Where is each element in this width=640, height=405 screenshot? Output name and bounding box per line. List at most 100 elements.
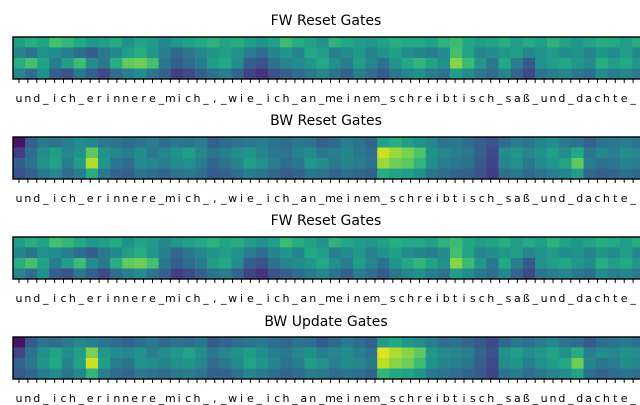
heatmap-cell — [231, 58, 244, 69]
heatmap-cell — [425, 337, 439, 348]
heatmap-cell — [231, 237, 244, 248]
heatmap-cell — [474, 137, 487, 148]
heatmap-cell — [304, 337, 317, 348]
heatmap-cell — [219, 158, 232, 169]
x-tick-label: m — [325, 192, 336, 205]
heatmap-cell — [316, 58, 329, 69]
x-tick-label: _ — [256, 392, 263, 405]
heatmap-cell — [450, 247, 463, 259]
heatmap-cell — [267, 158, 281, 169]
heatmap-cell — [401, 168, 414, 180]
x-tick-label: d — [558, 192, 565, 205]
x-tick-label: r — [417, 392, 422, 405]
heatmap-cell — [134, 68, 147, 80]
heatmap-cell — [365, 268, 378, 280]
x-tick-label: _ — [531, 392, 538, 405]
heatmap-cell — [243, 147, 257, 159]
heatmap-cell — [583, 268, 597, 280]
heatmap-cell — [25, 158, 38, 169]
heatmap-cell — [49, 37, 62, 48]
heatmap-cell — [316, 247, 329, 259]
heatmap-cell — [280, 37, 293, 48]
x-tick-label: h — [407, 192, 414, 205]
heatmap-cell — [182, 337, 196, 348]
heatmap-cell — [365, 237, 378, 248]
x-tick-label: n — [550, 292, 557, 305]
heatmap-cell — [632, 237, 640, 248]
heatmap-cell — [547, 58, 560, 69]
heatmap-cell — [389, 237, 402, 248]
heatmap-cell — [389, 47, 402, 59]
heatmap-cell — [583, 168, 597, 180]
heatmap-cells — [13, 237, 640, 280]
heatmap-cell — [340, 337, 354, 348]
x-tick-label: r — [97, 392, 102, 405]
panel-title: FW Reset Gates — [271, 213, 382, 229]
heatmap-cell — [450, 147, 463, 159]
heatmap-cell — [486, 247, 499, 259]
heatmap-cell — [535, 168, 548, 180]
heatmap-cell — [61, 168, 74, 180]
heatmap-cell — [571, 137, 584, 148]
heatmap-cells — [13, 337, 640, 380]
heatmap-cell — [37, 268, 50, 280]
heatmap-cell — [13, 337, 26, 348]
heatmap-cell — [595, 337, 609, 348]
heatmap-cell — [498, 158, 512, 169]
heatmap-cell — [365, 168, 378, 180]
heatmap-cell — [365, 247, 378, 259]
heatmap-cell — [352, 347, 366, 359]
heatmap-cell — [547, 247, 560, 259]
x-tick-label: m — [325, 392, 336, 405]
heatmap-cell — [267, 137, 281, 148]
heatmap-cell — [547, 168, 560, 180]
heatmap-cell — [316, 268, 329, 280]
heatmap-cell — [134, 358, 147, 369]
heatmap-cell — [255, 247, 269, 259]
heatmap-cell — [498, 168, 512, 180]
heatmap-cell — [620, 147, 633, 159]
heatmap-cell — [122, 258, 135, 269]
heatmap-cell — [425, 47, 439, 59]
heatmap-cell — [522, 37, 536, 48]
heatmap-cell — [170, 237, 184, 248]
heatmap-cell — [37, 347, 50, 359]
x-tick-label: i — [106, 392, 109, 405]
heatmap-cell — [340, 347, 354, 359]
heatmap-cell — [632, 58, 640, 69]
heatmap-cell — [595, 258, 609, 269]
heatmap-cell — [474, 247, 487, 259]
heatmap-cell — [292, 158, 305, 169]
heatmap-cell — [365, 368, 378, 380]
x-tick-label: h — [603, 292, 610, 305]
heatmap-cell — [328, 47, 342, 59]
heatmap-cell — [462, 147, 475, 159]
heatmap-cell — [97, 68, 111, 80]
heatmap-cell — [571, 68, 584, 80]
x-tick-label: e — [131, 92, 138, 105]
heatmap-cell — [559, 237, 572, 248]
x-tick-label: d — [558, 292, 565, 305]
heatmap-cell — [352, 258, 366, 269]
heatmap-cell — [304, 147, 317, 159]
x-tick-label: s — [506, 292, 512, 305]
heatmap-cell — [267, 337, 281, 348]
heatmap-cell — [571, 168, 584, 180]
heatmap-cell — [25, 147, 38, 159]
heatmap-cell — [316, 358, 329, 369]
heatmap-cell — [25, 247, 38, 259]
heatmap-cell — [146, 247, 159, 259]
heatmap-cell — [25, 347, 38, 359]
heatmap-cell — [450, 337, 463, 348]
heatmap-cell — [122, 37, 135, 48]
heatmap-cell — [158, 337, 172, 348]
heatmap-cell — [486, 68, 499, 80]
x-tick-label: h — [407, 292, 414, 305]
heatmap-cell — [498, 237, 512, 248]
x-tick-label: e — [149, 292, 156, 305]
x-tick-label: h — [487, 392, 494, 405]
heatmap-cell — [401, 137, 414, 148]
heatmap-cell — [280, 47, 293, 59]
heatmap-cell — [85, 337, 99, 348]
heatmap-cell — [352, 368, 366, 380]
